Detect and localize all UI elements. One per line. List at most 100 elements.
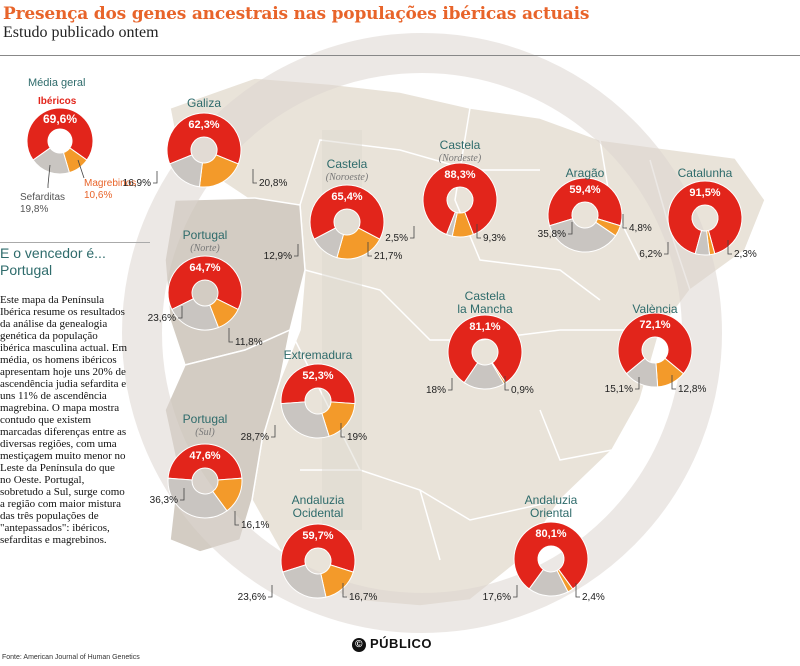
region-7-slice-sephardic <box>625 357 659 388</box>
region-3-sephardic-leader <box>568 222 573 235</box>
maghreb-legend-label: Magrebinos <box>84 178 137 189</box>
region-11-iberian-value: 80,1% <box>535 528 567 540</box>
region-1-slice-iberian <box>309 184 385 240</box>
region-6-iberian-value: 81,1% <box>469 321 501 333</box>
region-1-sephardic-value: 12,9% <box>263 251 292 262</box>
region-9-iberian-value: 47,6% <box>189 450 221 462</box>
region-4-name: Catalunha <box>677 166 733 180</box>
region-10-subname: Ocidental <box>292 506 344 520</box>
region-7-name: València <box>632 302 678 316</box>
region-1-slice-sephardic <box>313 227 345 259</box>
region-7-maghreb-leader <box>671 375 676 390</box>
region-5-slice-sephardic <box>171 298 220 331</box>
average-slice-sephardic <box>32 147 71 175</box>
region-11-maghreb-value: 2,4% <box>582 592 605 603</box>
region-9-subname: (Sul) <box>195 427 215 438</box>
region-10-slice-sephardic <box>282 564 327 599</box>
region-2-iberian-value: 88,3% <box>444 169 476 181</box>
region-9-name: Portugal (Sul) <box>182 412 228 439</box>
region-5-sephardic-leader <box>178 306 183 319</box>
region-9-maghreb-leader <box>234 511 239 526</box>
publico-logo: © PÚBLICO <box>352 636 432 652</box>
region-2-slice-sephardic <box>445 211 458 237</box>
region-2-sephardic-leader <box>410 226 415 239</box>
region-2-sephardic-value: 2,5% <box>385 233 408 244</box>
average-slice-iberian <box>26 107 94 161</box>
average-iberian-value: 69,6% <box>42 112 78 126</box>
region-11-subname: Oriental <box>529 506 573 520</box>
region-3-iberian-value: 59,4% <box>569 184 601 196</box>
region-5-sephardic-value: 23,6% <box>147 313 176 324</box>
region-11-slice-iberian <box>513 521 589 590</box>
region-4-maghreb-leader <box>727 240 732 255</box>
region-5-maghreb-value: 11,8% <box>235 337 263 348</box>
region-8-slice-sephardic <box>280 401 330 439</box>
region-3-sephardic-value: 35,8% <box>537 229 566 240</box>
region-4-iberian-value: 91,5% <box>689 187 721 199</box>
region-2-slice-iberian <box>422 162 498 236</box>
region-10-sephardic-value: 23,6% <box>237 592 266 603</box>
average-sephardic-leader <box>47 164 51 188</box>
winner-heading: E o vencedor é... Portugal <box>0 245 150 279</box>
region-7-slice-iberian <box>617 312 693 375</box>
region-11-sephardic-value: 17,6% <box>482 592 511 603</box>
watermark-ring <box>122 33 722 633</box>
region-1-subname: (Noroeste) <box>325 172 369 183</box>
region-1-maghreb-leader <box>367 242 372 257</box>
region-9-slice-iberian <box>167 443 243 481</box>
sephardic-legend: Sefarditas 19,8% <box>20 192 65 216</box>
region-6-slice-sephardic <box>463 362 505 390</box>
region-4-maghreb-value: 2,3% <box>734 249 757 260</box>
region-9-sephardic-leader <box>180 488 185 501</box>
region-4-slice-sephardic <box>694 229 711 256</box>
sephardic-legend-label: Sefarditas <box>20 192 66 203</box>
region-10-slice-iberian <box>280 523 356 573</box>
region-1-sephardic-leader <box>294 244 299 257</box>
region-0-sephardic-leader <box>153 171 158 184</box>
region-2-name: Castela (Nordeste) <box>438 138 482 165</box>
region-6-subname: la Mancha <box>457 302 513 316</box>
maghreb-average-value: 10,6% <box>84 190 113 201</box>
maghreb-legend: Magrebinos 10,6% <box>84 178 136 202</box>
region-2-maghreb-leader <box>476 224 481 239</box>
region-1-maghreb-value: 21,7% <box>374 251 403 262</box>
region-2-maghreb-value: 9,3% <box>483 233 506 244</box>
region-8-name: Extremadura <box>283 348 353 362</box>
region-10-maghreb-leader <box>342 583 347 598</box>
region-7-sephardic-value: 15,1% <box>604 384 633 395</box>
header-divider <box>0 55 800 56</box>
region-0-maghreb-value: 20,8% <box>259 178 288 189</box>
region-11-sephardic-leader <box>513 585 518 598</box>
chart-title: Presença dos genes ancestrais nas popula… <box>3 4 590 24</box>
iberian-legend-label: Ibéricos <box>38 96 77 107</box>
region-4-sephardic-value: 6,2% <box>639 249 662 260</box>
region-1-name: Castela (Noroeste) <box>325 157 369 184</box>
region-8-iberian-value: 52,3% <box>302 370 334 382</box>
average-maghreb-leader <box>77 159 85 179</box>
region-4-slice-iberian <box>667 180 743 255</box>
average-label: Média geral <box>28 77 86 89</box>
region-3-maghreb-value: 4,8% <box>629 223 652 234</box>
body-text: Este mapa da Península Ibérica resume os… <box>0 294 128 546</box>
region-1-iberian-value: 65,4% <box>331 191 363 203</box>
region-10-maghreb-value: 16,7% <box>349 592 378 603</box>
region-11-slice-sephardic <box>528 568 569 597</box>
region-0-sephardic-value: 16,9% <box>122 178 151 189</box>
brand-name: PÚBLICO <box>370 636 432 651</box>
copyright-icon: © <box>352 638 366 652</box>
winner-line-1: E o vencedor é... <box>0 245 106 261</box>
region-6-maghreb-leader <box>504 376 509 391</box>
region-7-sephardic-leader <box>635 377 640 390</box>
region-5-subname: (Norte) <box>190 243 220 254</box>
region-8-maghreb-value: 19% <box>347 432 368 443</box>
region-8-slice-iberian <box>280 363 356 405</box>
region-11-name: Andaluzia Oriental <box>524 493 578 520</box>
region-10-sephardic-leader <box>268 585 273 598</box>
region-6-sephardic-value: 18% <box>425 385 446 396</box>
region-5-slice-iberian <box>167 255 243 311</box>
region-9-slice-sephardic <box>167 477 228 519</box>
region-11-maghreb-leader <box>575 583 580 598</box>
region-5-maghreb-leader <box>228 328 233 343</box>
region-2-subname: (Nordeste) <box>438 153 482 164</box>
